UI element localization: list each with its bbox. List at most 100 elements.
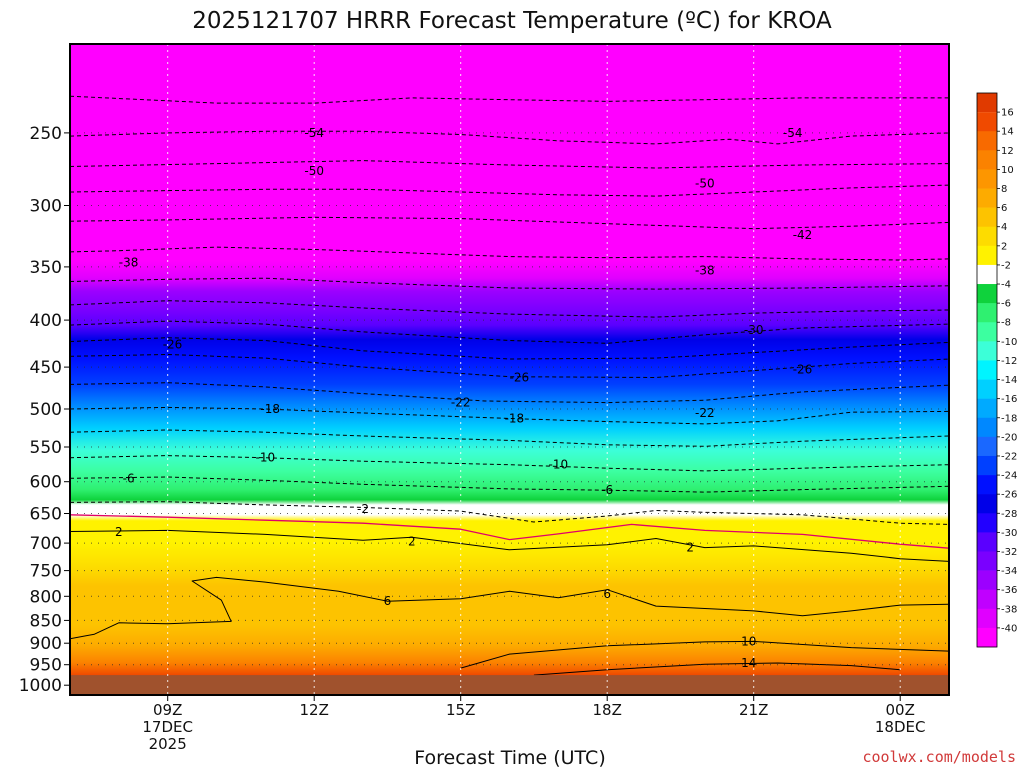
colorbar-label--40: -40 (1001, 623, 1017, 634)
grid-lines (70, 44, 949, 695)
contour-label--50: -50 (304, 164, 324, 178)
x-axis-label: Forecast Time (UTC) (414, 747, 605, 768)
contour-line-6 (70, 576, 949, 640)
colorbar-swatch-23 (977, 551, 997, 571)
colorbar-label--10: -10 (1001, 337, 1017, 348)
colorbar-label-6: 6 (1001, 203, 1007, 214)
contour-line--32 (70, 300, 949, 318)
colorbar-swatch-19 (977, 475, 997, 495)
x-tick-label-09Z: 09Z 17DEC 2025 (142, 701, 193, 753)
x-tick-line-09Z-0: 09Z (153, 701, 182, 719)
contour-line--26 (70, 354, 949, 378)
y-tick-label-450: 450 (30, 358, 62, 378)
x-tick-line-21Z-0: 21Z (739, 701, 768, 719)
contour-label-2: 2 (115, 525, 123, 539)
colorbar-label--4: -4 (1001, 280, 1011, 291)
colorbar-label--36: -36 (1001, 585, 1017, 596)
contour-line-2 (70, 529, 949, 562)
x-tick-label-21Z: 21Z (739, 701, 768, 719)
colorbar-label--2: -2 (1001, 260, 1011, 271)
contour-label--30: -30 (744, 323, 764, 337)
y-tick-label-950: 950 (30, 656, 62, 676)
y-tick-label-400: 400 (30, 311, 62, 331)
x-tick-label-12Z: 12Z (300, 701, 329, 719)
colorbar-label-14: 14 (1001, 127, 1014, 138)
colorbar-label--30: -30 (1001, 528, 1017, 539)
contour-label-6: 6 (603, 587, 611, 601)
y-tick-label-650: 650 (30, 505, 62, 525)
colorbar-swatch-1 (977, 131, 997, 151)
contour-line--22 (70, 382, 949, 404)
contour-label--22: -22 (451, 396, 471, 410)
colorbar-label--16: -16 (1001, 394, 1017, 405)
x-tick-label-00Z: 00Z 18DEC (875, 701, 926, 736)
colorbar-label--22: -22 (1001, 451, 1017, 462)
contour-line--10 (70, 455, 949, 472)
colorbar-swatch-17 (977, 436, 997, 457)
y-tick-label-350: 350 (30, 258, 62, 278)
colorbar-label--8: -8 (1001, 318, 1011, 329)
y-tick-label-850: 850 (30, 611, 62, 631)
contour-line--34 (70, 277, 949, 290)
contour-label--26: -26 (509, 371, 529, 385)
colorbar-swatch-14 (977, 379, 997, 399)
temperature-field (70, 44, 949, 695)
chart-title: 2025121707 HRRR Forecast Temperature (ºC… (192, 8, 832, 34)
x-tick-label-18Z: 18Z (593, 701, 622, 719)
colorbar-legend: 16 14 12 10 8 6 4 2 -2 -4 -6 -8 -10 -12 -14 -16 -18 -20 -2… (976, 92, 1017, 648)
x-axis-time: 09Z 17DEC 2025 12Z 15Z 18Z 21Z 00Z 18DEC (142, 695, 925, 753)
colorbar-label-12: 12 (1001, 146, 1014, 157)
colorbar-swatch-4 (977, 188, 997, 208)
contour-label--26: -26 (793, 363, 813, 377)
colorbar-label--14: -14 (1001, 375, 1017, 386)
colorbar-label-16: 16 (1001, 108, 1014, 119)
credit-link[interactable]: coolwx.com/models (862, 748, 1016, 766)
x-tick-line-15Z-0: 15Z (446, 701, 475, 719)
contour-label-10: 10 (741, 634, 756, 648)
contour-label--18: -18 (505, 412, 525, 426)
colorbar-swatch-7 (977, 245, 997, 266)
contour-line--54 (70, 130, 949, 145)
colorbar-swatch-25 (977, 589, 997, 610)
colorbar-label-2: 2 (1001, 241, 1007, 252)
contour-line--14 (70, 429, 949, 447)
colorbar-label--20: -20 (1001, 432, 1017, 443)
colorbar-swatch-21 (977, 513, 997, 533)
contour-line--18 (70, 406, 949, 425)
contour-label--18: -18 (260, 402, 280, 416)
colorbar-label-10: 10 (1001, 165, 1014, 176)
x-tick-line-12Z-0: 12Z (300, 701, 329, 719)
colorbar-swatch-12 (977, 341, 997, 361)
plot-frame (69, 43, 950, 696)
colorbar-swatch-22 (977, 532, 997, 552)
plot-area: -54 -54-50-50-42-38-38-30-26-26-26-22-22-… (70, 44, 949, 695)
colorbar-label--28: -28 (1001, 509, 1017, 520)
contour-line--6 (70, 476, 949, 493)
colorbar-swatch-5 (977, 207, 997, 228)
contour-label-6: 6 (384, 594, 392, 608)
colorbar-swatch-top (977, 93, 997, 113)
colorbar-swatch-3 (977, 169, 997, 189)
colorbar-swatch-9 (977, 284, 997, 304)
contour-label--38: -38 (119, 255, 139, 269)
ground-below-surface (70, 675, 949, 695)
contour-line--28 (70, 337, 949, 360)
colorbar-swatch-6 (977, 226, 997, 247)
contour-label--38: -38 (695, 263, 715, 277)
contour-label--42: -42 (793, 228, 813, 242)
contour-label--2: -2 (357, 502, 369, 516)
contour-line-14 (533, 662, 901, 676)
contour-label--6: -6 (601, 483, 613, 497)
colorbar-swatch-15 (977, 398, 997, 419)
colorbar-swatch-11 (977, 322, 997, 342)
contour-line-0 (70, 514, 949, 549)
contour-lines (70, 95, 949, 676)
colorbar-label--26: -26 (1001, 490, 1017, 501)
contour-label--54: -54 (783, 126, 803, 140)
colorbar-label--32: -32 (1001, 547, 1017, 558)
x-tick-line-09Z-1: 17DEC (142, 718, 193, 736)
colorbar-swatch-0 (977, 112, 997, 132)
x-tick-line-00Z-1: 18DEC (875, 718, 926, 736)
y-tick-label-600: 600 (30, 473, 62, 493)
contour-label--10: -10 (548, 458, 568, 472)
